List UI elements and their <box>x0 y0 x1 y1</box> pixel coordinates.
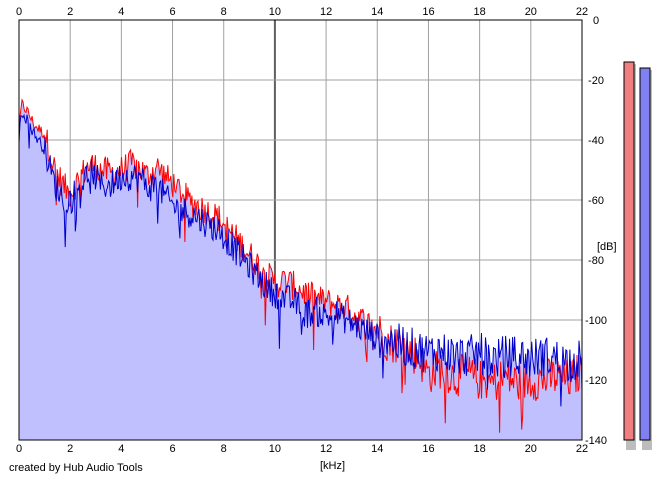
y-tick-2: -40 <box>588 135 604 147</box>
x-tick-top-1: 2 <box>67 6 73 18</box>
y-axis-label: [dB] <box>597 241 617 253</box>
plot-frame <box>18 19 583 441</box>
x-tick-bottom-1: 2 <box>67 443 73 455</box>
level-meter-1 <box>623 61 635 441</box>
x-tick-top-6: 12 <box>320 6 332 18</box>
x-axis-bottom-ticks: 0 2 4 6 8 10 12 14 16 18 20 22 <box>16 443 588 455</box>
y-tick-5: -100 <box>585 315 607 327</box>
y-axis-ticks: 0 -20 -40 -60 -80 -100 -120 -140 <box>585 15 607 447</box>
x-tick-top-5: 10 <box>269 6 281 18</box>
y-tick-6: -120 <box>585 375 607 387</box>
x-tick-bottom-7: 14 <box>371 443 383 455</box>
x-tick-top-0: 0 <box>16 6 22 18</box>
x-tick-top-8: 16 <box>422 6 434 18</box>
x-tick-bottom-6: 12 <box>320 443 332 455</box>
spectrum-series <box>19 98 582 433</box>
y-tick-0: 0 <box>593 15 599 27</box>
x-tick-top-11: 22 <box>576 6 588 18</box>
x-tick-bottom-4: 8 <box>221 443 227 455</box>
x-tick-bottom-11: 22 <box>576 443 588 455</box>
y-tick-4: -80 <box>588 255 604 267</box>
y-tick-7: -140 <box>585 435 607 447</box>
level-meter-2 <box>639 67 651 441</box>
x-tick-top-4: 8 <box>221 6 227 18</box>
x-tick-bottom-3: 6 <box>169 443 175 455</box>
x-tick-bottom-8: 16 <box>422 443 434 455</box>
level-meters <box>623 61 652 450</box>
x-tick-top-7: 14 <box>371 6 383 18</box>
x-tick-bottom-5: 10 <box>269 443 281 455</box>
spectrum-series-line-2 <box>19 113 582 407</box>
y-tick-1: -20 <box>588 75 604 87</box>
x-tick-top-3: 6 <box>169 6 175 18</box>
x-tick-top-9: 18 <box>474 6 486 18</box>
x-axis-label: [kHz] <box>320 460 345 472</box>
x-tick-top-2: 4 <box>118 6 124 18</box>
credit-text: created by Hub Audio Tools <box>9 462 143 474</box>
x-tick-bottom-9: 18 <box>474 443 486 455</box>
y-tick-3: -60 <box>588 195 604 207</box>
x-tick-bottom-2: 4 <box>118 443 124 455</box>
x-axis-top-ticks: 0 2 4 6 8 10 12 14 16 18 20 22 <box>16 6 588 18</box>
x-tick-bottom-0: 0 <box>16 443 22 455</box>
x-tick-top-10: 20 <box>525 6 537 18</box>
x-tick-bottom-10: 20 <box>525 443 537 455</box>
